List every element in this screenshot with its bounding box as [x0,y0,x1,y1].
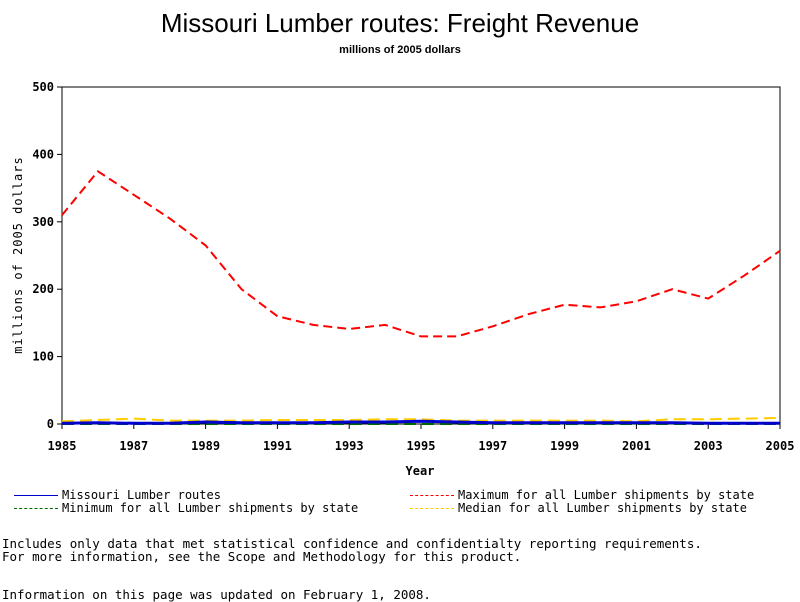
y-axis: 0 100 200 300 400 500 [32,80,62,431]
legend-item-minimum: Minimum for all Lumber shipments by stat… [14,501,358,515]
line-chart: 0 100 200 300 400 500 1985 1987 1989 1991 1993 199… [11,80,795,478]
legend-swatch-maximum [410,494,454,496]
legend-label-minimum: Minimum for all Lumber shipments by stat… [62,501,359,515]
legend-swatch-missouri [14,494,58,496]
x-tick-label: 1987 [119,439,148,453]
chart-title: Missouri Lumber routes: Freight Revenue [160,8,640,38]
legend-label-maximum: Maximum for all Lumber shipments by stat… [458,488,755,502]
x-tick-label: 1985 [48,439,77,453]
legend-label-median: Median for all Lumber shipments by state [458,501,747,515]
plot-area [61,86,781,425]
legend-item-median: Median for all Lumber shipments by state [410,501,747,515]
legend-swatch-minimum [14,507,58,509]
x-tick-label: 1991 [263,439,292,453]
x-tick-label: 2005 [766,439,795,453]
footnote-updated: Information on this page was updated on … [2,587,431,602]
y-tick-label: 100 [32,350,54,364]
y-axis-label: millions of 2005 dollars [11,156,25,353]
chart-subtitle: millions of 2005 dollars [339,44,461,56]
y-tick-label: 200 [32,282,54,296]
footnote-methodology: For more information, see the Scope and … [2,549,522,564]
y-tick-label: 500 [32,80,54,94]
legend-label-missouri: Missouri Lumber routes [62,488,221,502]
x-tick-label: 1999 [550,439,579,453]
series-line-maximum-for-all-lumber-shipments-by-state [61,169,781,338]
y-tick-label: 0 [47,417,54,431]
x-axis-label: Year [406,464,435,478]
legend-swatch-median [410,507,454,509]
y-tick-label: 400 [32,147,54,161]
series-line-median-for-all-lumber-shipments-by-state [61,416,781,423]
x-tick-label: 2001 [622,439,651,453]
legend-item-maximum: Maximum for all Lumber shipments by stat… [410,488,754,502]
x-tick-label: 1989 [191,439,220,453]
legend-item-missouri: Missouri Lumber routes [14,488,221,502]
legend: Missouri Lumber routes Maximum for all L… [0,486,800,516]
y-tick-label: 300 [32,215,54,229]
footnote-confidentiality: Includes only data that met statistical … [2,536,702,551]
x-tick-label: 1997 [478,439,507,453]
x-tick-label: 2003 [694,439,723,453]
x-axis: 1985 1987 1989 1991 1993 1995 1997 1999 2001 2003… [48,424,795,453]
x-tick-label: 1995 [407,439,436,453]
series-layer [61,169,781,425]
series-line-missouri-lumber-routes [61,419,780,425]
x-tick-label: 1993 [335,439,364,453]
